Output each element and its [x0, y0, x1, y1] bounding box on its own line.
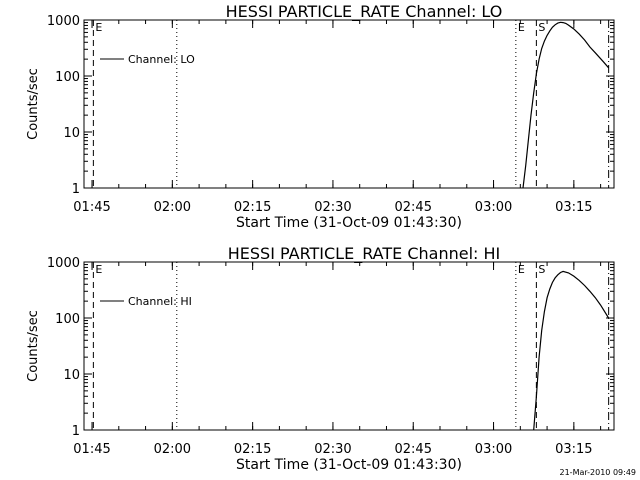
x-tick-label: 03:00 [475, 442, 512, 457]
chart-panel-lo: HESSI PARTICLE_RATE Channel: LO 01:45 02:0… [26, 2, 615, 231]
plot-frame [83, 261, 615, 431]
chart-title: HESSI PARTICLE_RATE Channel: HI [228, 244, 501, 264]
plot-frame [83, 19, 615, 189]
y-tick-label: 1000 [47, 256, 80, 271]
y-tick-label: 1 [72, 182, 80, 197]
x-tick-label: 02:00 [154, 442, 191, 457]
data-series-line [533, 270, 610, 431]
chart-title: HESSI PARTICLE_RATE Channel: LO [226, 2, 503, 22]
y-tick-label: 100 [55, 312, 80, 327]
vertical-marker-label: E [518, 263, 525, 276]
y-tick-label: 10 [63, 368, 80, 383]
x-axis-label: Start Time (31-Oct-09 01:43:30) [236, 457, 462, 473]
y-axis-label: Counts/sec [26, 68, 41, 140]
legend-entry: Channel: HI [128, 295, 192, 308]
x-tick-label: 03:00 [475, 200, 512, 215]
legend-entry: Channel: LO [128, 53, 195, 66]
x-tick-label: 02:30 [314, 442, 351, 457]
chart-panel-hi: HESSI PARTICLE_RATE Channel: HI 01:45 02:0… [26, 244, 615, 473]
x-tick-label: 03:15 [555, 200, 592, 215]
x-tick-label: 02:15 [234, 442, 271, 457]
x-tick-label: 02:45 [395, 442, 432, 457]
y-tick-label: 1 [72, 424, 80, 439]
y-tick-label: 100 [55, 70, 80, 85]
x-tick-label: 02:15 [234, 200, 271, 215]
x-tick-label: 01:45 [73, 442, 110, 457]
y-tick-label: 1000 [47, 14, 80, 29]
x-tick-label: 02:00 [154, 200, 191, 215]
x-axis-label: Start Time (31-Oct-09 01:43:30) [236, 215, 462, 231]
vertical-marker-label: E [518, 21, 525, 34]
vertical-marker-label: S [538, 263, 545, 276]
x-tick-label: 03:15 [555, 442, 592, 457]
vertical-marker-label: S [538, 21, 545, 34]
data-series-line [522, 21, 610, 189]
y-axis-label: Counts/sec [26, 310, 41, 382]
x-tick-label: 01:45 [73, 200, 110, 215]
plot-timestamp: 21-Mar-2010 09:49 [560, 468, 637, 477]
vertical-marker-label: E [95, 263, 102, 276]
y-tick-label: 10 [63, 126, 80, 141]
vertical-marker-label: E [95, 21, 102, 34]
x-tick-label: 02:45 [395, 200, 432, 215]
x-tick-label: 02:30 [314, 200, 351, 215]
